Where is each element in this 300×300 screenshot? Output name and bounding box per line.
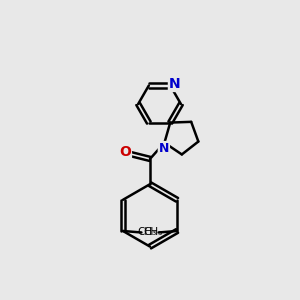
- Text: N: N: [169, 77, 181, 91]
- Text: N: N: [159, 142, 169, 155]
- Text: CH₃: CH₃: [143, 227, 162, 238]
- Text: CH₃: CH₃: [138, 227, 157, 238]
- Text: O: O: [119, 145, 131, 159]
